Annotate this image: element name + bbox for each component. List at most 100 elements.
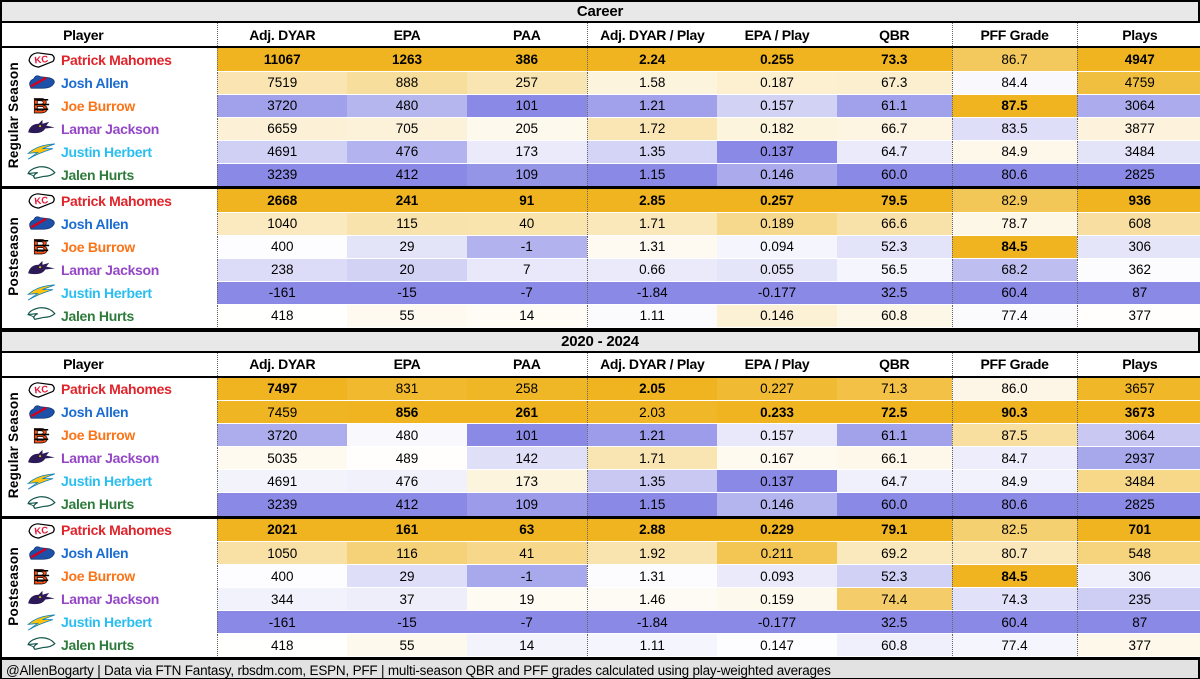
player-row: Jalen Hurts 3239 412 109 1.15 0.146 60.0 80.6 28… bbox=[2, 492, 1200, 518]
player-name: Joe Burrow bbox=[61, 97, 136, 114]
player-name: Patrick Mahomes bbox=[61, 381, 172, 397]
player-cell: Justin Herbert bbox=[24, 469, 218, 493]
stat-cell: 489 bbox=[347, 446, 468, 470]
stat-cell: 1.15 bbox=[586, 492, 718, 518]
stat-cell: 84.5 bbox=[951, 564, 1078, 588]
stat-cell: 61.1 bbox=[837, 423, 953, 447]
stat-cell: 86.7 bbox=[951, 47, 1078, 72]
stat-cell: -1 bbox=[467, 235, 588, 259]
player-row: Lamar Jackson 344 37 19 1.46 0.159 74.4 74.3 235 bbox=[2, 587, 1200, 611]
player-cell: Jalen Hurts bbox=[24, 492, 218, 517]
stat-cell: 29 bbox=[347, 564, 468, 588]
stat-cell: 79.1 bbox=[837, 515, 953, 542]
stat-cell: 3657 bbox=[1076, 376, 1200, 401]
stat-cell: 0.137 bbox=[717, 469, 838, 493]
column-header-adj-dyar: Adj. DYAR bbox=[216, 352, 348, 378]
stat-cell: 1.11 bbox=[586, 304, 718, 328]
player-row: Josh Allen 7459 856 261 2.03 0.233 72.5 90.3 367… bbox=[2, 400, 1200, 424]
season-label-text: Postseason bbox=[5, 217, 21, 296]
stat-cell: 2.88 bbox=[586, 515, 718, 542]
stat-cell: 109 bbox=[467, 163, 588, 188]
player-name: Joe Burrow bbox=[61, 568, 136, 584]
stat-cell: 377 bbox=[1076, 304, 1200, 328]
stat-cell: 161 bbox=[347, 515, 468, 542]
player-name: Jalen Hurts bbox=[61, 307, 134, 324]
stat-cell: 4947 bbox=[1076, 47, 1200, 72]
stat-cell: 84.7 bbox=[951, 446, 1078, 470]
stat-cell: 3720 bbox=[216, 94, 348, 118]
stat-cell: 480 bbox=[347, 94, 468, 118]
stat-cell: 1.58 bbox=[586, 71, 718, 95]
chiefs-logo-icon: KC bbox=[25, 520, 57, 541]
season-label: Regular Season bbox=[2, 47, 24, 188]
player-name: Lamar Jackson bbox=[61, 591, 160, 607]
stat-cell: 82.5 bbox=[951, 515, 1078, 542]
stat-cell: 71.3 bbox=[837, 376, 953, 401]
stat-cell: 32.5 bbox=[837, 281, 953, 305]
stat-cell: 32.5 bbox=[837, 610, 953, 634]
stat-cell: 238 bbox=[216, 258, 348, 282]
stat-cell: -0.177 bbox=[717, 281, 838, 305]
stat-cell: 29 bbox=[347, 235, 468, 259]
stat-cell: 1.31 bbox=[586, 564, 718, 588]
stat-cell: 79.5 bbox=[837, 186, 953, 213]
chiefs-logo-icon: KC bbox=[25, 190, 57, 211]
stat-cell: 3239 bbox=[216, 163, 348, 188]
bills-logo-icon bbox=[25, 213, 57, 234]
player-row: Postseason KC Patrick Mahomes 2668 241 91 2.85… bbox=[2, 186, 1200, 327]
player-row: Regular Season KC Patrick Mahomes 7497 831 25… bbox=[2, 376, 1200, 517]
stat-cell: 608 bbox=[1076, 212, 1200, 236]
player-row: Justin Herbert 4691 476 173 1.35 0.137 64.7 84.… bbox=[2, 469, 1200, 493]
stat-cell: 87 bbox=[1076, 281, 1200, 305]
stat-cell: 205 bbox=[467, 117, 588, 141]
player-name: Patrick Mahomes bbox=[61, 51, 172, 68]
stat-cell: 66.7 bbox=[837, 117, 953, 141]
stat-cell: 1.21 bbox=[586, 423, 718, 447]
player-name: Lamar Jackson bbox=[61, 450, 160, 466]
column-header-pff-grade: PFF Grade bbox=[951, 352, 1078, 378]
stat-cell: 60.8 bbox=[837, 304, 953, 328]
svg-text:B: B bbox=[32, 566, 47, 587]
player-name: Jalen Hurts bbox=[61, 637, 134, 653]
stat-cell: -7 bbox=[467, 281, 588, 305]
svg-text:B: B bbox=[32, 236, 47, 257]
stat-cell: 400 bbox=[216, 235, 348, 259]
stat-cell: 548 bbox=[1076, 541, 1200, 565]
stat-cell: 1050 bbox=[216, 541, 348, 565]
chargers-logo-icon bbox=[25, 141, 57, 162]
stat-cell: 418 bbox=[216, 304, 348, 328]
bills-logo-icon bbox=[25, 72, 57, 93]
stat-cell: 101 bbox=[467, 94, 588, 118]
stat-cell: 306 bbox=[1076, 235, 1200, 259]
stat-cell: 1.15 bbox=[586, 163, 718, 188]
stat-cell: 84.5 bbox=[951, 235, 1078, 259]
column-header-adj-dyar: Adj. DYAR bbox=[216, 23, 348, 48]
player-cell: KC Patrick Mahomes bbox=[24, 186, 218, 212]
stat-cell: 73.3 bbox=[837, 47, 953, 72]
stat-cell: -1.84 bbox=[586, 281, 718, 305]
stat-cell: 0.255 bbox=[717, 47, 838, 72]
stat-cell: 0.147 bbox=[717, 633, 838, 657]
stat-cell: 142 bbox=[467, 446, 588, 470]
chargers-logo-icon bbox=[25, 612, 57, 633]
bengals-logo-icon: B bbox=[25, 95, 57, 116]
stat-cell: 3877 bbox=[1076, 117, 1200, 141]
stat-cell: 80.7 bbox=[951, 541, 1078, 565]
stat-cell: 14 bbox=[467, 633, 588, 657]
season-label-text: Regular Season bbox=[5, 391, 21, 499]
stat-cell: 831 bbox=[347, 376, 468, 401]
ravens-logo-icon bbox=[25, 118, 57, 139]
player-row: B Joe Burrow 400 29 -1 1.31 0.093 52.3 84.5 306 bbox=[2, 564, 1200, 588]
player-row: Justin Herbert -161 -15 -7 -1.84 -0.177 32.5 60… bbox=[2, 281, 1200, 305]
stat-cell: 78.7 bbox=[951, 212, 1078, 236]
stat-cell: 888 bbox=[347, 71, 468, 95]
range-table-title: 2020 - 2024 bbox=[2, 327, 1198, 353]
player-cell: Jalen Hurts bbox=[24, 304, 218, 327]
stat-cell: 0.157 bbox=[717, 94, 838, 118]
stat-cell: -1.84 bbox=[586, 610, 718, 634]
column-header-qbr: QBR bbox=[837, 352, 953, 378]
player-cell: B Joe Burrow bbox=[24, 564, 218, 588]
stat-cell: 1040 bbox=[216, 212, 348, 236]
range-table: Player Adj. DYAR EPA PAA Adj. DYAR / Play EPA… bbox=[2, 352, 1200, 657]
chiefs-logo-icon: KC bbox=[25, 49, 57, 70]
